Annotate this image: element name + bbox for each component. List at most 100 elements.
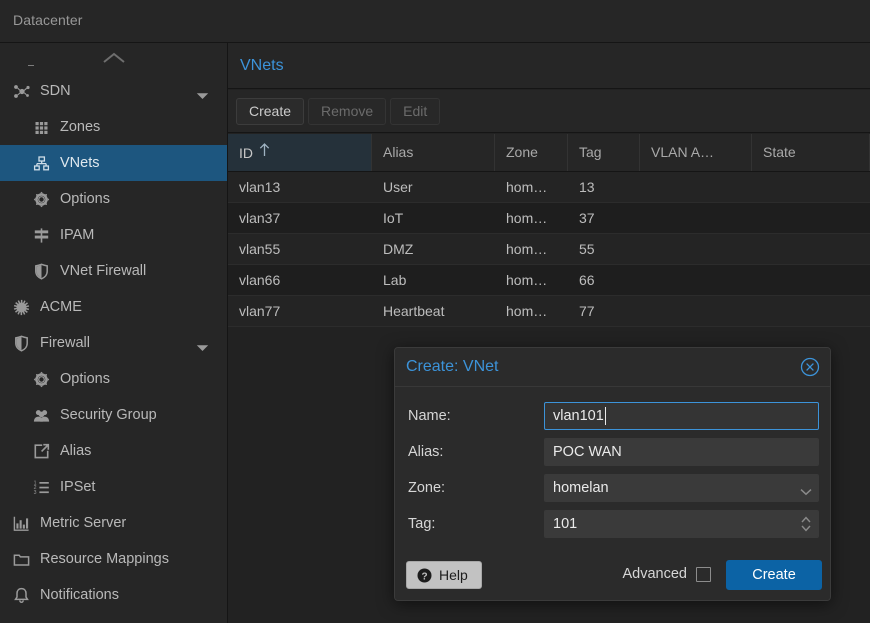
dialog-header: Create: VNet	[395, 348, 830, 386]
dialog-create-button[interactable]: Create	[726, 560, 822, 590]
cell-state	[752, 203, 870, 233]
chevron-down-icon[interactable]	[196, 340, 209, 356]
sidebar-item-firewall[interactable]: Firewall	[0, 325, 227, 361]
svg-text:3: 3	[33, 489, 36, 495]
create-button[interactable]: Create	[236, 98, 305, 125]
sidebar-item-label: VNets	[60, 155, 100, 171]
gear-icon	[32, 190, 50, 208]
svg-text:2: 2	[33, 485, 36, 491]
top-bar: Datacenter	[0, 0, 870, 43]
certificate-gear-icon	[12, 298, 30, 316]
sidebar-item-alias[interactable]: Alias	[0, 433, 227, 469]
panel-toolbar: Create Remove Edit	[228, 90, 870, 133]
column-header-vlana[interactable]: VLAN A…	[640, 134, 752, 171]
cell-zone: hom…	[506, 303, 548, 319]
alias-input[interactable]: POC WAN	[544, 438, 819, 466]
sidebar-item-options[interactable]: Options	[0, 181, 227, 217]
tag-field-wrap[interactable]: 101	[544, 510, 819, 538]
sdn-nodes-icon	[12, 82, 30, 100]
cell-id: vlan77	[239, 303, 281, 319]
sidebar-item-resource-mappings[interactable]: Resource Mappings	[0, 541, 227, 577]
column-header-tag[interactable]: Tag	[568, 134, 640, 171]
sidebar-item-vnet-firewall[interactable]: VNet Firewall	[0, 253, 227, 289]
cell-id: vlan37	[239, 210, 281, 226]
dialog-body: Name: vlan101 Alias: POC WAN Zone: homel…	[395, 386, 830, 552]
cell-tag: 77	[579, 303, 595, 319]
close-circle-icon[interactable]	[800, 357, 820, 377]
column-header-label: Alias	[383, 144, 414, 160]
sidebar-item-metric-server[interactable]: Metric Server	[0, 505, 227, 541]
panel-header: VNets	[228, 43, 870, 89]
tag-input[interactable]: 101	[544, 510, 819, 538]
sidebar-item-label: IPSet	[60, 479, 96, 495]
zone-select[interactable]: homelan	[544, 474, 819, 502]
tag-label: Tag:	[408, 516, 436, 532]
sidebar-item-security-group[interactable]: Security Group	[0, 397, 227, 433]
field-row-zone: Zone: homelan	[408, 470, 819, 506]
cell-vlan_aware	[640, 265, 752, 295]
cell-tag: 13	[579, 179, 595, 195]
table-row[interactable]: vlan55 DMZ hom… 55	[228, 234, 870, 265]
breadcrumb[interactable]: Datacenter	[13, 12, 83, 28]
remove-button: Remove	[308, 98, 387, 125]
column-header-alias[interactable]: Alias	[372, 134, 495, 171]
advanced-toggle[interactable]: Advanced	[623, 566, 711, 582]
column-header-label: Tag	[579, 144, 602, 160]
page-title: VNets	[240, 57, 284, 74]
cell-vlan_aware	[640, 234, 752, 264]
sidebar-item-label: Alias	[60, 443, 92, 459]
dialog-footer: ? Help Advanced Create	[395, 551, 830, 600]
sidebar-item-label: Zones	[60, 119, 101, 135]
zone-field-wrap[interactable]: homelan	[544, 474, 819, 502]
table-row[interactable]: vlan13 User hom… 13	[228, 172, 870, 203]
sidebar-item-acme[interactable]: ACME	[0, 289, 227, 325]
shield-icon	[32, 262, 50, 280]
dialog-title: Create: VNet	[406, 358, 499, 375]
column-header-state[interactable]: State	[752, 134, 870, 171]
sidebar-item-label: SDN	[40, 83, 71, 99]
table-row[interactable]: vlan37 IoT hom… 37	[228, 203, 870, 234]
sidebar-item-zones[interactable]: Zones	[0, 109, 227, 145]
sidebar-item-label: Resource Mappings	[40, 551, 169, 567]
sidebar-item-ipset[interactable]: 1 2 3 IPSet	[0, 469, 227, 505]
number-spinner-icon[interactable]	[801, 515, 811, 533]
column-header-label: Zone	[506, 144, 538, 160]
sidebar-item-label: Security Group	[60, 407, 157, 423]
name-input[interactable]: vlan101	[544, 402, 819, 430]
edit-button: Edit	[390, 98, 441, 125]
sidebar-item-notifications[interactable]: Notifications	[0, 577, 227, 613]
sidebar-scroll-up-button[interactable]	[0, 43, 227, 73]
sidebar-item-ipam[interactable]: IPAM	[0, 217, 227, 253]
table-row[interactable]: vlan66 Lab hom… 66	[228, 265, 870, 296]
cell-vlan_aware	[640, 172, 752, 202]
cell-zone: hom…	[506, 210, 548, 226]
column-header-zone[interactable]: Zone	[495, 134, 568, 171]
sidebar-item-sdn[interactable]: SDN	[0, 73, 227, 109]
name-label: Name:	[408, 408, 451, 424]
sidebar-item-vnets[interactable]: VNets	[0, 145, 227, 181]
table-row[interactable]: vlan77 Heartbeat hom… 77	[228, 296, 870, 327]
chevron-down-icon[interactable]	[800, 483, 812, 501]
svg-text:1: 1	[33, 480, 36, 486]
sort-ascending-icon	[259, 143, 270, 160]
field-row-tag: Tag: 101	[408, 506, 819, 542]
sidebar-item-label: VNet Firewall	[60, 263, 147, 279]
chevron-down-icon[interactable]	[196, 88, 209, 104]
column-header-label: State	[763, 144, 796, 160]
help-button-label: Help	[439, 567, 468, 583]
cell-alias: Heartbeat	[383, 303, 445, 319]
cell-zone: hom…	[506, 179, 548, 195]
cell-alias: Lab	[383, 272, 407, 288]
sidebar-item-label: Firewall	[40, 335, 90, 351]
cell-vlan_aware	[640, 296, 752, 326]
column-header-id[interactable]: ID	[228, 134, 372, 171]
name-field-wrap: vlan101	[544, 402, 819, 430]
column-header-label: ID	[239, 145, 253, 161]
help-button[interactable]: ? Help	[406, 561, 482, 589]
advanced-checkbox[interactable]	[696, 566, 711, 582]
create-vnet-dialog: Create: VNet Name: vlan101 Alias:	[394, 347, 831, 601]
sidebar: SDN Zones VNets Options IPAM VNet Firewall ACM…	[0, 43, 228, 623]
sidebar-item-options[interactable]: Options	[0, 361, 227, 397]
